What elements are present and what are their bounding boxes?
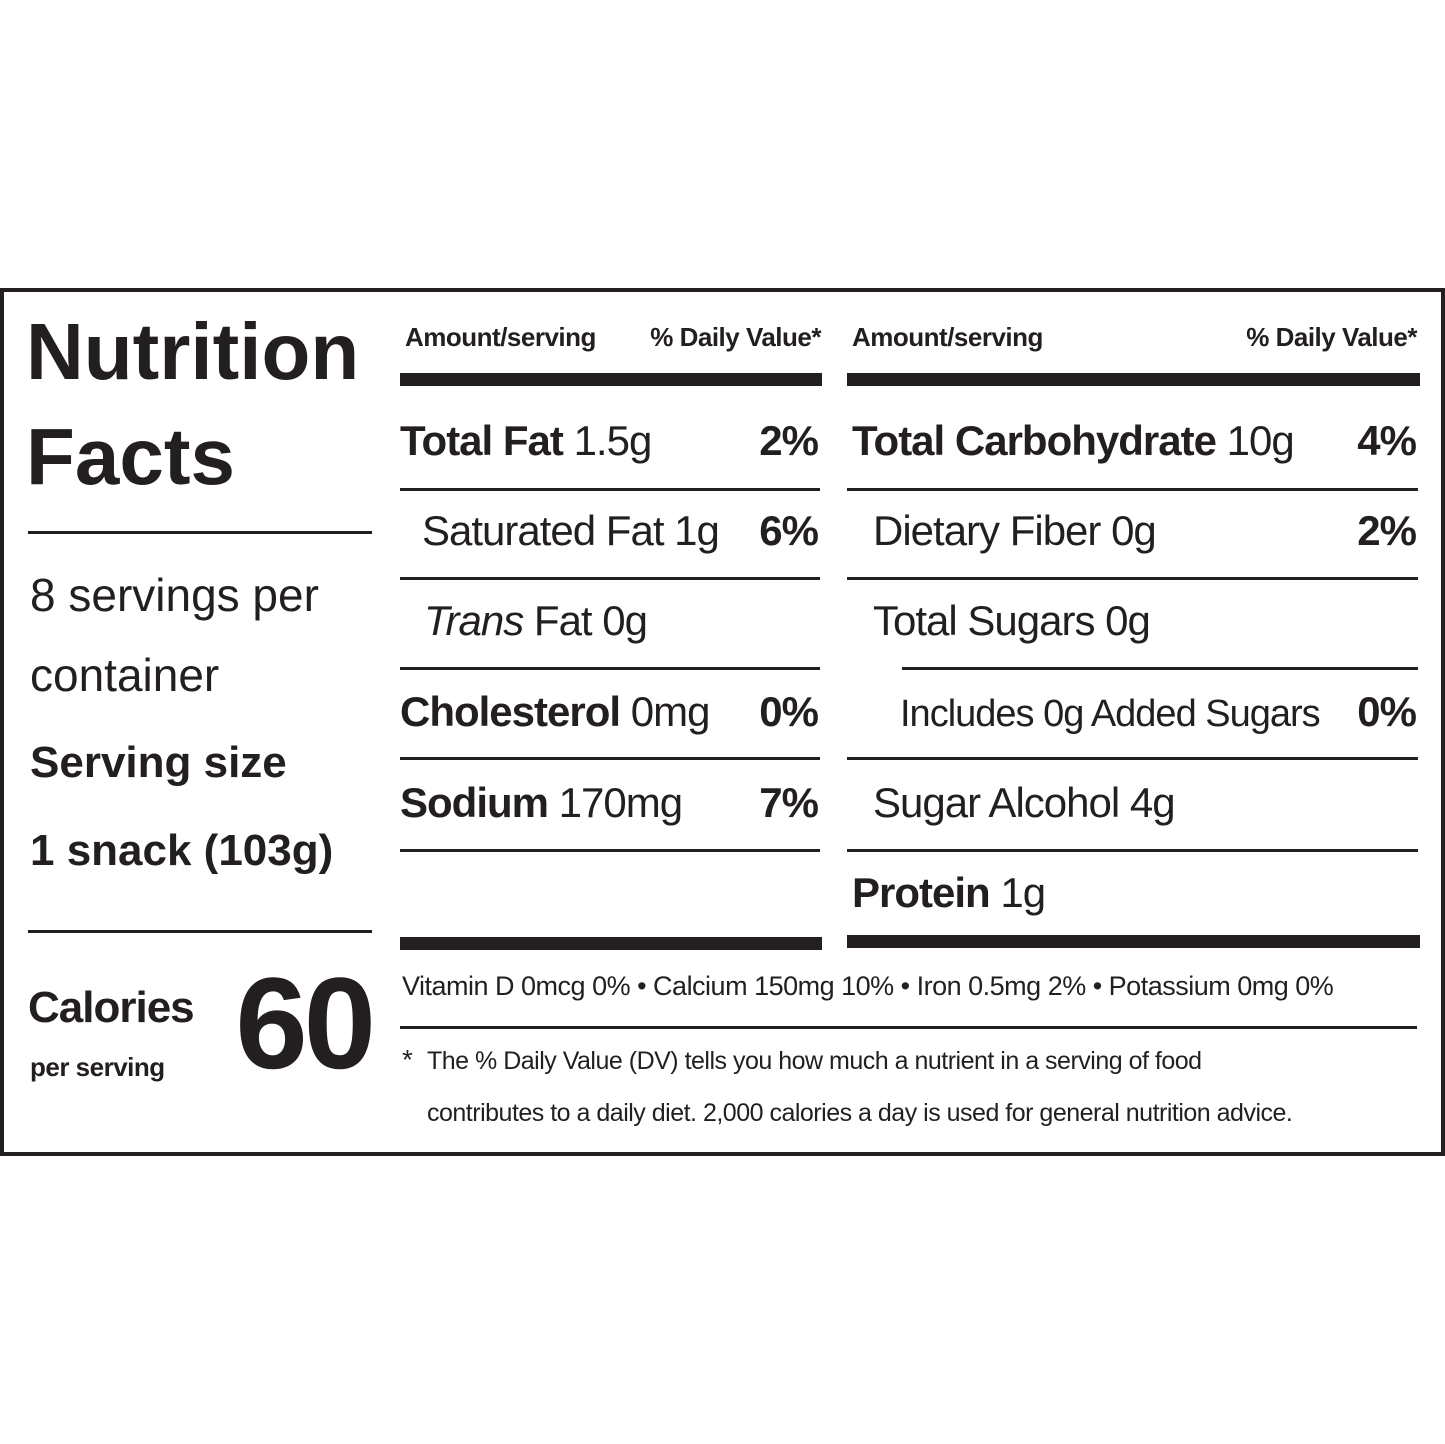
amount-header: Amount/serving <box>405 322 596 352</box>
nutrient-amount: 1g <box>1000 869 1046 916</box>
footnote-star: * <box>402 1044 413 1075</box>
dv-header: % Daily Value* <box>1246 322 1417 352</box>
dv-header: % Daily Value* <box>650 322 821 352</box>
divider <box>847 577 1418 580</box>
nutrient-dv: 6% <box>759 507 819 554</box>
nutrient-amount: 0g <box>1105 597 1151 644</box>
thick-rule <box>400 373 822 386</box>
calories-label: Calories <box>28 983 195 1032</box>
divider <box>400 757 820 760</box>
micronutrients: Vitamin D 0mcg 0% • Calcium 150mg 10% • … <box>402 971 1334 1001</box>
nutrient-dv: 2% <box>759 417 819 464</box>
nutrient-name: Saturated Fat <box>422 507 664 554</box>
nutrient-name: Protein <box>852 869 991 916</box>
nutrient-dv: 0% <box>759 688 819 735</box>
footnote: contributes to a daily diet. 2,000 calor… <box>427 1099 1293 1127</box>
title: Nutrition <box>26 307 360 396</box>
nutrient-name: Sugar Alcohol <box>873 779 1120 826</box>
divider <box>28 930 372 933</box>
amount-header: Amount/serving <box>852 322 1043 352</box>
thick-rule <box>400 937 822 950</box>
nutrient-dv: 7% <box>759 779 819 826</box>
servings-per-container: container <box>30 649 220 701</box>
servings-per-container: 8 servings per <box>30 569 319 621</box>
nutrient-amount: 1.5g <box>573 417 653 464</box>
calories-value: 60 <box>235 950 376 1096</box>
serving-size-label: Serving size <box>30 738 287 787</box>
nutrient-amount: 0g <box>1111 507 1157 554</box>
nutrient-name: Includes 0g Added Sugars <box>900 693 1321 735</box>
calories-sub: per serving <box>30 1052 165 1082</box>
divider <box>902 667 1418 670</box>
nutrient-amount: 0mg <box>630 688 711 735</box>
serving-size-value: 1 snack (103g) <box>30 826 334 875</box>
divider <box>28 531 372 534</box>
divider <box>400 577 820 580</box>
thick-rule <box>847 935 1420 948</box>
nutrient-dv: 2% <box>1357 507 1417 554</box>
thick-rule <box>847 373 1420 386</box>
divider <box>400 849 820 852</box>
divider <box>847 757 1418 760</box>
divider <box>400 1026 1417 1029</box>
footnote: The % Daily Value (DV) tells you how muc… <box>427 1047 1202 1075</box>
nutrient-amount: Fat 0g <box>533 597 648 644</box>
nutrient-name: Cholesterol <box>400 688 621 735</box>
nutrient-amount: 170mg <box>558 779 683 826</box>
title: Facts <box>26 412 235 501</box>
nutrient-amount: 10g <box>1226 417 1295 464</box>
nutrient-name: Total Sugars <box>873 597 1095 644</box>
nutrient-name: Dietary Fiber <box>873 507 1101 554</box>
nutrient-amount: 4g <box>1129 779 1176 826</box>
nutrition-facts-label <box>0 288 1445 1156</box>
nutrient-name: Trans <box>424 597 524 644</box>
nutrient-dv: 0% <box>1357 688 1417 735</box>
nutrient-amount: 1g <box>674 507 720 554</box>
divider <box>400 488 820 491</box>
nutrient-name: Total Carbohydrate <box>852 417 1217 464</box>
divider <box>400 667 820 670</box>
divider <box>847 488 1418 491</box>
divider <box>847 849 1418 852</box>
nutrient-dv: 4% <box>1357 417 1417 464</box>
nutrient-name: Total Fat <box>400 417 564 464</box>
nutrient-name: Sodium <box>400 779 549 826</box>
